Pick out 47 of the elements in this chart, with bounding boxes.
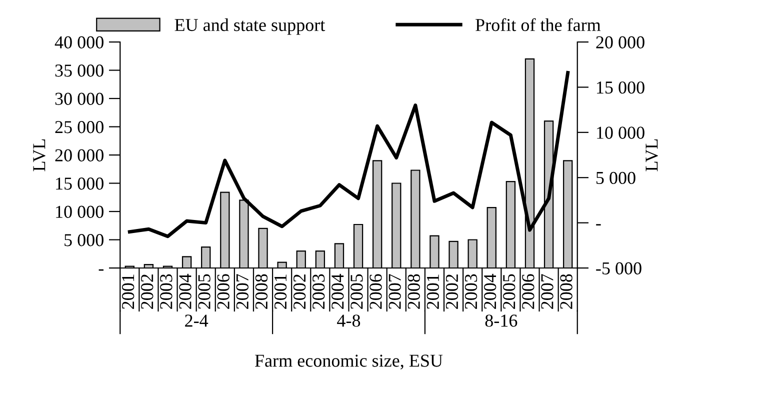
- x-tick-label: 2005: [350, 274, 363, 309]
- text: 8-16: [485, 314, 518, 327]
- x-tick-label: 2008: [560, 274, 572, 309]
- y2-tick-label: -: [596, 224, 601, 226]
- y2-axis-title: LVL: [646, 139, 658, 172]
- y-tick-label: 30 000: [55, 92, 104, 105]
- y-tick-label: -: [98, 269, 104, 271]
- y-axis-title: LVL: [33, 139, 46, 172]
- y2-tick-label: 10 000: [597, 126, 644, 139]
- x-tick-label: 2003: [312, 274, 325, 309]
- x-tick-label: 2007: [236, 274, 248, 309]
- text: 2-4: [185, 314, 208, 327]
- x-axis-title: Farm economic size, ESU: [255, 354, 443, 370]
- x-tick-label: 2003: [160, 274, 172, 309]
- y-tick-label: 25 000: [55, 121, 104, 134]
- x-tick-label: 2005: [503, 274, 516, 309]
- x-tick-label: 2005: [198, 274, 210, 309]
- y2-tick-label: -5 000: [596, 262, 642, 274]
- text: 4-8: [337, 314, 360, 327]
- x-tick-label: 2007: [541, 274, 554, 309]
- x-tick-label: 2004: [484, 274, 496, 309]
- x-tick-label: 2001: [122, 274, 134, 309]
- x-tick-label: 2004: [179, 274, 192, 309]
- x-tick-label: 2008: [408, 274, 420, 309]
- y2-tick-label: 15 000: [597, 81, 644, 94]
- x-tick-label: 2008: [255, 274, 268, 309]
- y2-tick-label: 5 000: [596, 172, 636, 184]
- y-tick-label: 10 000: [56, 206, 104, 218]
- x-tick-label: 2001: [274, 274, 287, 309]
- x-tick-label: 2004: [332, 274, 344, 309]
- y-tick-label: 40 000: [54, 36, 104, 48]
- legend-label: EU and state support: [174, 18, 326, 35]
- x-tick-label: 2002: [141, 274, 154, 309]
- x-tick-label: 2006: [522, 274, 534, 309]
- x-tick-label: 2006: [370, 274, 382, 309]
- x-tick-label: 2003: [464, 274, 478, 309]
- y-tick-label: 35 000: [55, 64, 104, 77]
- x-tick-label: 2002: [293, 274, 306, 309]
- y2-tick-label: 20 000: [596, 36, 644, 48]
- legend-label: Profit of the farm: [476, 18, 601, 32]
- y-tick-label: 20 000: [55, 149, 104, 162]
- y-tick-label: 5 000: [64, 234, 104, 246]
- y-tick-label: 15 000: [56, 178, 104, 190]
- x-tick-label: 2006: [217, 274, 230, 309]
- x-tick-label: 2007: [388, 274, 401, 309]
- x-tick-label: 2002: [446, 274, 458, 309]
- x-tick-label: 2001: [426, 274, 440, 309]
